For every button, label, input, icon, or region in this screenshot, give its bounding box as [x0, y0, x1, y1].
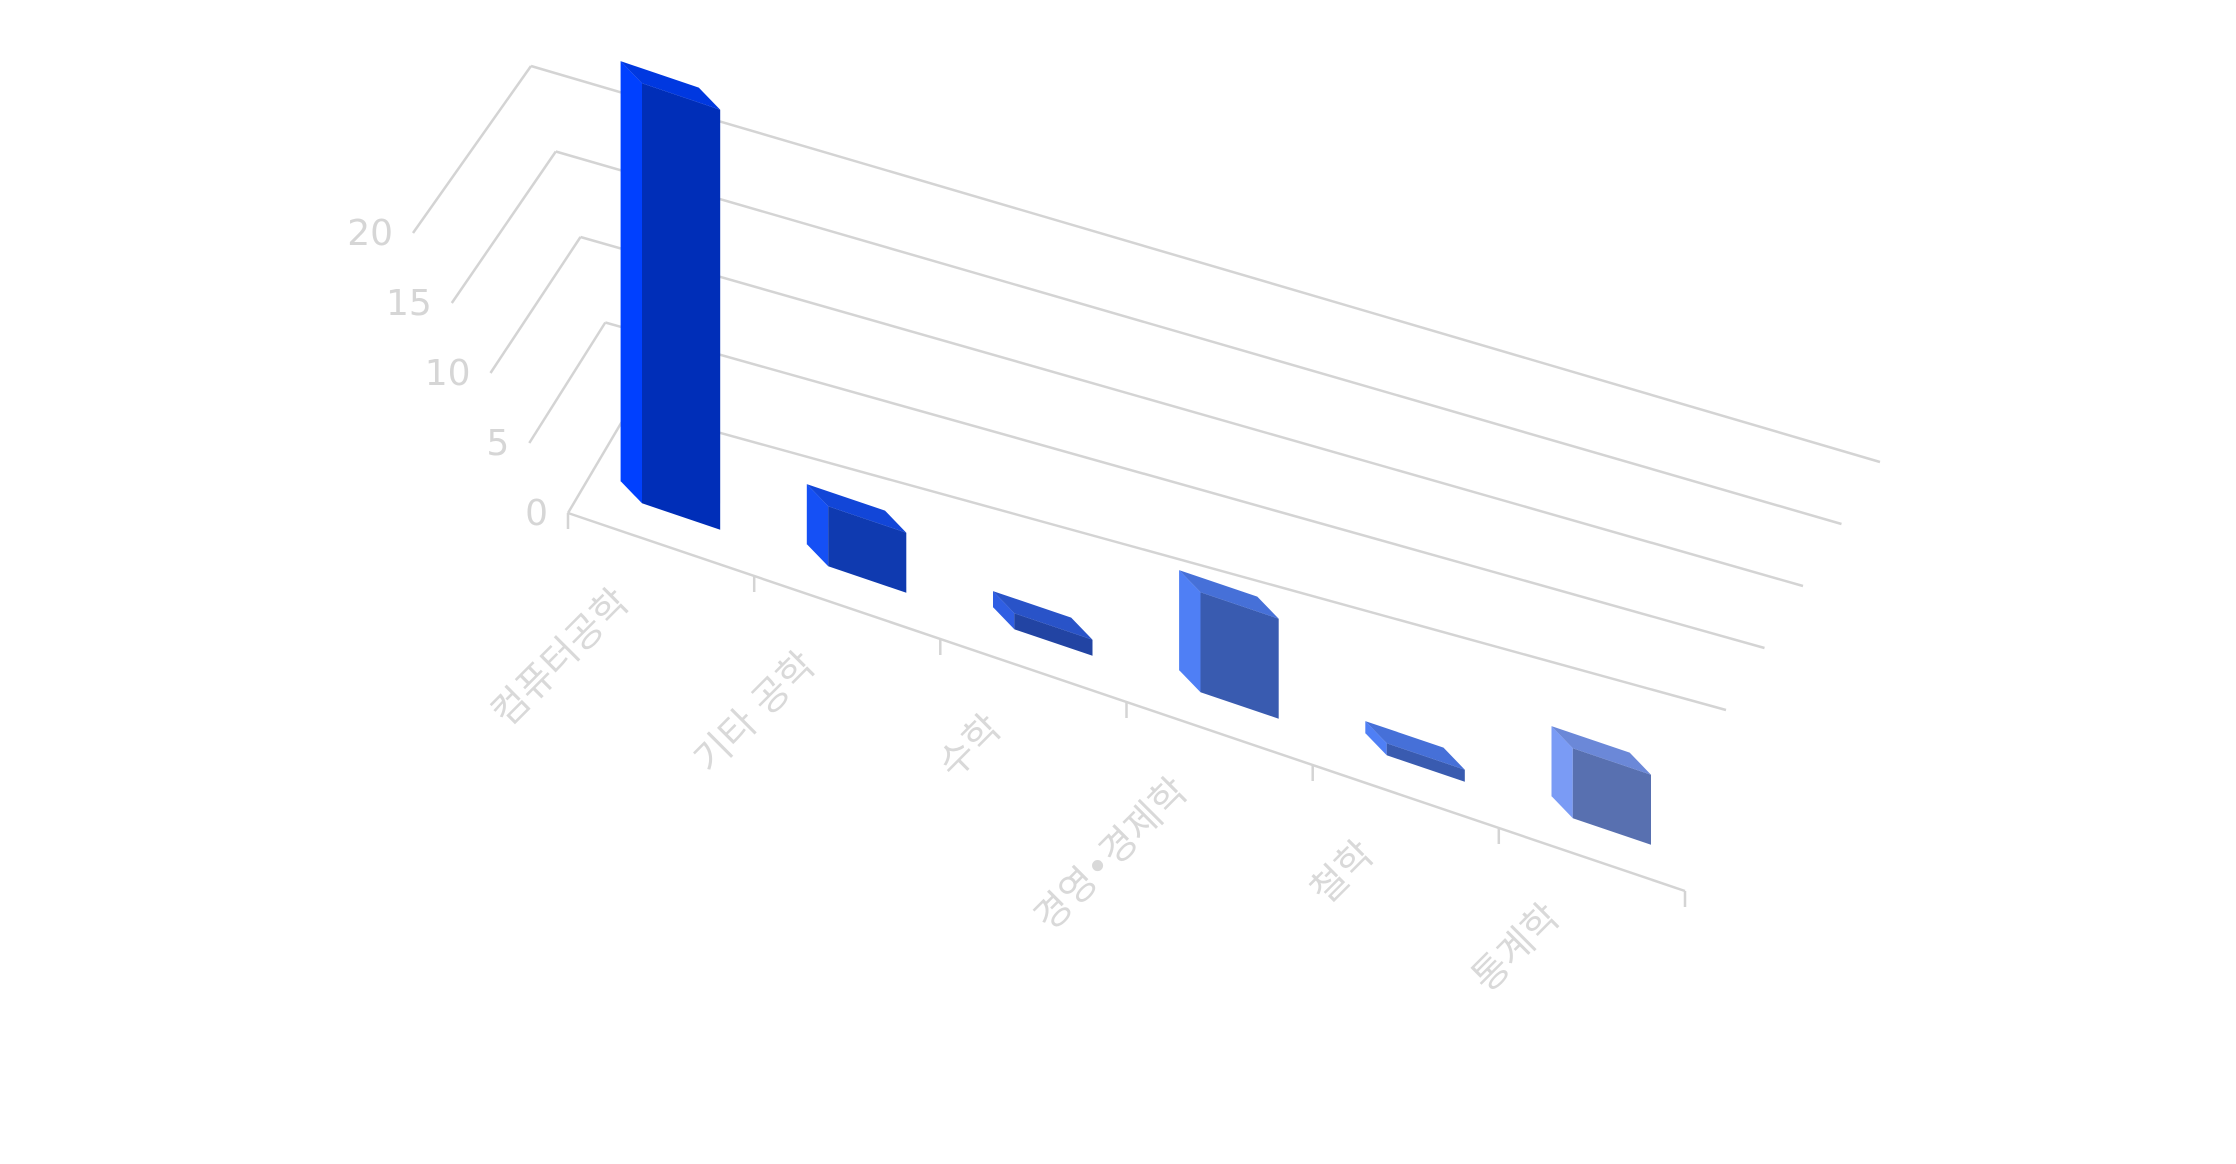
bar-face-side — [1200, 592, 1279, 719]
bar-0 — [620, 61, 721, 530]
bar-1 — [806, 484, 907, 593]
left-wall-gridline-15 — [450, 150, 557, 304]
left-wall-gridline-0 — [566, 407, 632, 514]
axis-layer — [566, 511, 1687, 907]
category-label: 철학 — [1302, 832, 1383, 913]
bar-5 — [1551, 726, 1651, 845]
left-wall-gridline-10 — [489, 236, 582, 374]
bar-face-front — [993, 591, 1015, 630]
bar-2 — [993, 591, 1093, 656]
bar-face-top — [1365, 721, 1465, 770]
bar-4 — [1365, 721, 1465, 782]
bar-face-top — [620, 61, 721, 110]
back-wall-gridline-20 — [530, 64, 1881, 464]
category-label: 기타 공학 — [685, 643, 824, 782]
bar-face-side — [1386, 743, 1465, 782]
back-wall-gridline-10 — [580, 235, 1804, 588]
bar-face-front — [620, 61, 642, 504]
back-wall-gridline-5 — [604, 321, 1765, 650]
y-tick-label: 15 — [386, 283, 432, 324]
y-tick-label: 0 — [525, 493, 548, 534]
bar-face-top — [1551, 726, 1651, 775]
bar-face-side — [1572, 748, 1651, 845]
bar-face-top — [993, 591, 1093, 640]
bar-face-front — [1365, 721, 1387, 756]
bar-3 — [1179, 570, 1279, 719]
back-wall-gridline-15 — [555, 150, 1842, 526]
y-tick-label: 5 — [486, 423, 509, 464]
bar-face-side — [642, 83, 721, 530]
category-label: 통계학 — [1463, 895, 1568, 1000]
bar-face-top — [806, 484, 907, 533]
y-tick-label: 10 — [425, 353, 471, 394]
bar-face-top — [1179, 570, 1279, 619]
bar-face-front — [1179, 570, 1201, 693]
grid-layer — [411, 64, 1881, 712]
bar-face-side — [828, 506, 907, 593]
bars-layer — [620, 61, 1651, 845]
bar-face-side — [1014, 613, 1093, 656]
bar-face-front — [1551, 726, 1573, 819]
left-wall-gridline-20 — [411, 65, 533, 234]
category-label: 수학 — [929, 706, 1010, 787]
bar-face-front — [806, 484, 829, 567]
category-label: 컴퓨터공학 — [483, 580, 638, 735]
category-label: 경영•경제학 — [1025, 769, 1196, 940]
left-wall-gridline-5 — [528, 321, 607, 444]
back-wall-gridline-0 — [629, 406, 1727, 712]
y-tick-label: 20 — [347, 213, 393, 254]
